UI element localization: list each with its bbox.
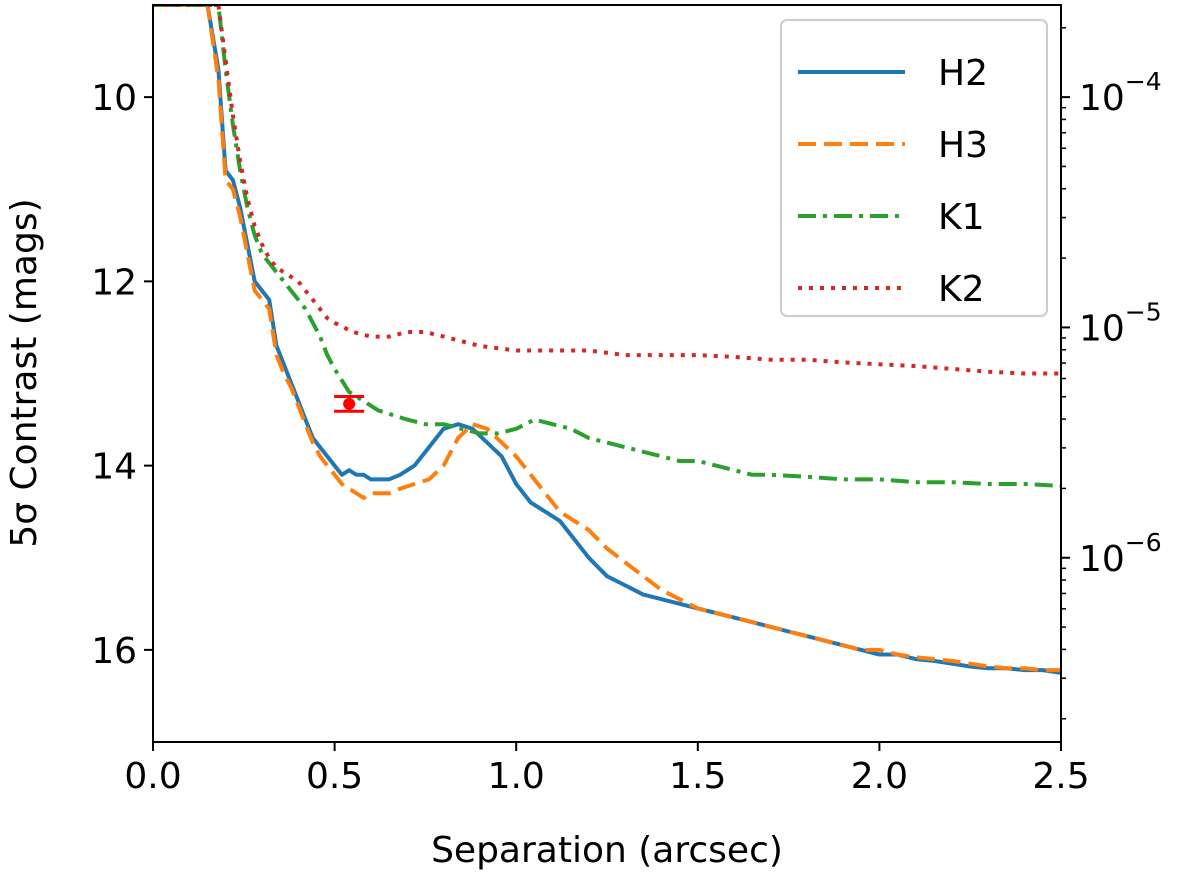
series-line-k1 [153,5,1061,488]
x-tick-label: 1.5 [669,756,726,797]
x-tick-label: 2.0 [851,756,908,797]
legend-label: H2 [938,53,988,94]
x-tick-label: 2.5 [1032,756,1089,797]
y-axis: 10 12 14 16 [91,78,153,672]
legend: H2 H3 K1 K2 [780,19,1048,317]
y-tick-label: 10 [91,78,137,119]
legend-box [780,19,1048,317]
legend-item-k1: K1 [798,197,985,238]
y-tick-label: 14 [91,447,137,488]
x-axis-label: Separation (arcsec) [431,830,783,871]
y-tick-label: 16 [91,631,137,672]
data-point-marker [343,397,356,410]
legend-label: H3 [938,125,988,166]
x-tick-label: 1.0 [488,756,545,797]
x-axis: 0.0 0.5 1.0 1.5 2.0 2.5 [124,742,1090,797]
x-tick-label: 0.0 [124,756,181,797]
legend-item-k2: K2 [798,269,985,310]
series-line-h3 [153,5,1061,673]
legend-item-h3: H3 [798,125,988,166]
plot-frame [152,4,1062,743]
y2-tick-label: 10−4 [1079,67,1162,119]
secondary-y-axis: 10−4 10−5 10−6 [1061,27,1162,720]
y-tick-label: 12 [91,262,137,303]
legend-label: K2 [938,269,985,310]
data-point-errorbar [334,395,365,413]
legend-items: H2 H3 K1 K2 [798,53,988,310]
series-layer [153,5,1061,675]
y2-tick-label: 10−6 [1079,528,1162,580]
points-layer [334,395,365,413]
legend-item-h2: H2 [798,53,988,94]
legend-label: K1 [938,197,985,238]
y2-tick-label: 10−5 [1079,297,1162,349]
y-axis-label: 5σ Contrast (mags) [4,198,45,547]
x-tick-label: 0.5 [306,756,363,797]
